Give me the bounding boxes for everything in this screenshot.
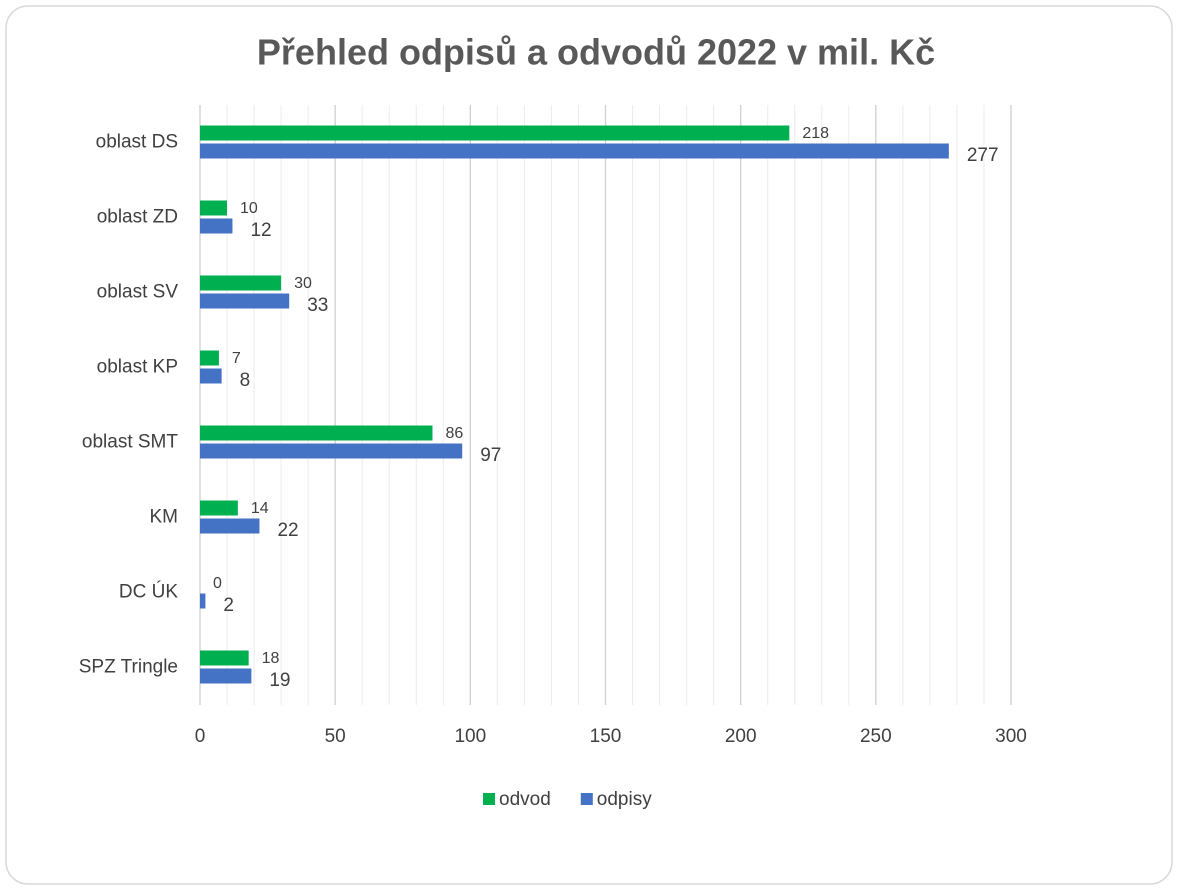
value-label: 19 bbox=[269, 670, 290, 691]
y-tick-label: oblast SV bbox=[97, 282, 179, 303]
bar bbox=[200, 425, 433, 441]
value-label: 10 bbox=[240, 200, 258, 217]
y-tick-label: oblast ZD bbox=[97, 207, 178, 228]
value-label: 218 bbox=[802, 125, 829, 142]
value-label: 14 bbox=[251, 500, 269, 517]
legend-swatch bbox=[483, 793, 495, 805]
value-label: 22 bbox=[277, 520, 298, 541]
bar bbox=[200, 125, 790, 141]
bar bbox=[200, 350, 219, 366]
bar bbox=[200, 218, 233, 234]
y-tick-label: oblast KP bbox=[97, 357, 178, 378]
bar bbox=[200, 593, 206, 609]
bar bbox=[200, 275, 282, 291]
x-tick-label: 150 bbox=[590, 726, 622, 747]
y-tick-label: KM bbox=[150, 507, 179, 528]
legend-swatch bbox=[580, 793, 593, 805]
value-label: 8 bbox=[240, 370, 251, 391]
value-label: 30 bbox=[294, 275, 312, 292]
x-tick-label: 300 bbox=[995, 726, 1027, 747]
bar bbox=[200, 368, 222, 384]
value-label: 33 bbox=[307, 295, 328, 316]
bar bbox=[200, 668, 252, 684]
y-tick-label: SPZ Tringle bbox=[79, 657, 178, 678]
value-label: 18 bbox=[262, 650, 280, 667]
bar bbox=[200, 500, 238, 516]
value-label: 7 bbox=[232, 350, 241, 367]
y-tick-label: oblast SMT bbox=[82, 432, 178, 453]
legend-label: odpisy bbox=[597, 789, 652, 810]
x-tick-label: 0 bbox=[195, 726, 206, 747]
y-tick-label: DC ÚK bbox=[119, 581, 178, 603]
bar bbox=[200, 518, 260, 534]
y-tick-label: oblast DS bbox=[96, 132, 178, 153]
bar bbox=[200, 143, 949, 159]
x-tick-label: 200 bbox=[725, 726, 757, 747]
value-label: 2 bbox=[223, 595, 234, 616]
bar bbox=[200, 293, 290, 309]
legend-label: odvod bbox=[499, 789, 551, 810]
value-label: 86 bbox=[445, 425, 463, 442]
value-label: 0 bbox=[213, 575, 222, 592]
value-label: 277 bbox=[967, 145, 999, 166]
value-label: 12 bbox=[250, 220, 271, 241]
chart-title: Přehled odpisů a odvodů 2022 v mil. Kč bbox=[257, 32, 935, 73]
x-tick-label: 250 bbox=[860, 726, 892, 747]
bar bbox=[200, 200, 228, 216]
x-tick-label: 100 bbox=[454, 726, 486, 747]
chart-card bbox=[5, 5, 1173, 885]
bar bbox=[200, 443, 463, 459]
value-label: 97 bbox=[480, 445, 501, 466]
x-tick-label: 50 bbox=[325, 726, 346, 747]
bar bbox=[200, 650, 249, 666]
